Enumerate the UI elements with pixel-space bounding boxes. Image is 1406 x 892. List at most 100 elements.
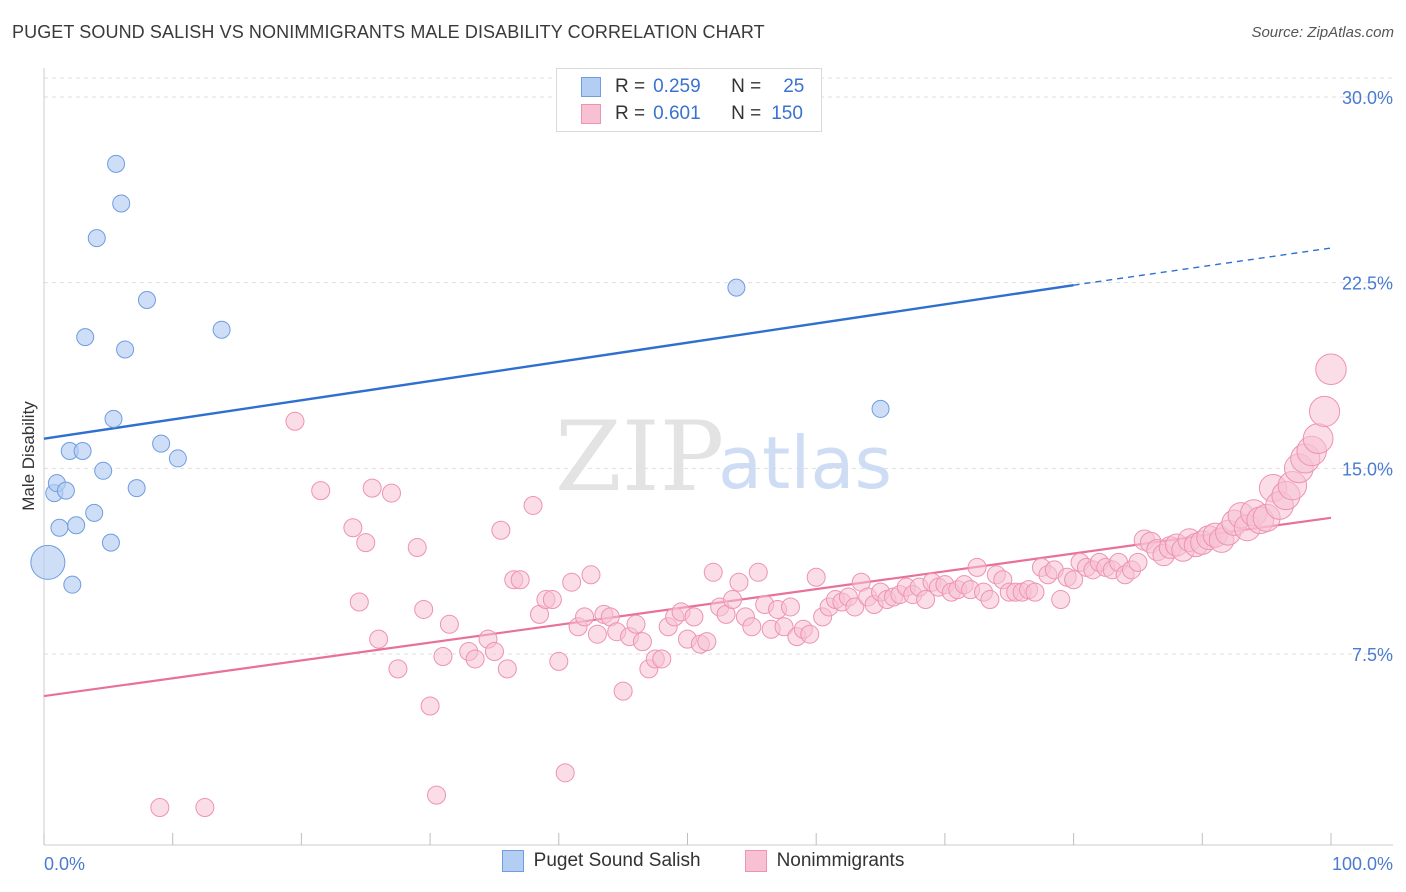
point-salish: [168, 449, 187, 468]
watermark-zip: ZIP: [555, 401, 724, 513]
point-nonimmigrants: [748, 562, 768, 582]
point-nonimmigrants: [427, 785, 447, 805]
point-nonimmigrants: [806, 567, 826, 587]
trend-line-salish-extension: [1073, 247, 1332, 286]
point-nonimmigrants: [684, 607, 704, 627]
point-salish: [112, 194, 131, 213]
legend-swatch-pink: [744, 850, 767, 872]
point-nonimmigrants: [433, 646, 453, 666]
point-salish: [101, 533, 120, 552]
point-nonimmigrants: [555, 763, 575, 783]
point-nonimmigrants: [562, 572, 582, 592]
point-nonimmigrants: [1308, 395, 1341, 427]
point-nonimmigrants: [362, 478, 382, 498]
y-tick-label: 22.5%: [1342, 274, 1393, 294]
point-nonimmigrants: [632, 632, 652, 652]
point-nonimmigrants: [1315, 353, 1347, 386]
legend-n-label: N =: [731, 103, 762, 124]
legend-r-label: R =: [615, 103, 646, 124]
point-nonimmigrants: [742, 617, 762, 637]
point-salish: [67, 516, 86, 535]
point-nonimmigrants: [439, 614, 459, 634]
point-nonimmigrants: [652, 649, 672, 669]
y-tick-label: 15.0%: [1342, 459, 1393, 479]
point-nonimmigrants: [465, 649, 485, 669]
point-salish: [107, 154, 126, 173]
legend-item-salish[interactable]: Puget Sound Salish: [501, 850, 701, 872]
point-nonimmigrants: [729, 572, 749, 592]
point-nonimmigrants: [491, 520, 511, 540]
point-nonimmigrants: [510, 570, 530, 590]
legend-label-nonimmigrants: Nonimmigrants: [776, 850, 905, 871]
x-tick-label-min: 0.0%: [44, 854, 85, 874]
point-salish: [56, 481, 75, 500]
point-salish: [727, 278, 746, 297]
point-nonimmigrants: [523, 495, 543, 515]
legend-r-label: R =: [615, 76, 646, 97]
y-tick-labels: 7.5% 15.0% 22.5% 30.0%: [1342, 88, 1393, 665]
point-nonimmigrants: [349, 592, 369, 612]
legend-r-value: 0.601: [653, 103, 701, 124]
legend-swatch-blue: [501, 850, 524, 872]
point-nonimmigrants: [388, 659, 408, 679]
point-nonimmigrants: [723, 590, 743, 610]
watermark-atlas: atlas: [718, 421, 892, 505]
legend-n-label: N =: [731, 76, 762, 97]
point-nonimmigrants: [967, 557, 987, 577]
point-nonimmigrants: [575, 607, 595, 627]
point-salish: [73, 442, 92, 461]
point-nonimmigrants: [285, 411, 305, 431]
legend-n-value: 150: [771, 103, 803, 124]
stats-legend: R = 0.259 N = 25 R = 0.601 N = 150: [556, 68, 822, 132]
point-salish: [94, 461, 113, 480]
point-salish: [50, 518, 69, 537]
point-nonimmigrants: [980, 590, 1000, 610]
point-salish: [76, 328, 95, 347]
point-nonimmigrants: [343, 518, 363, 538]
point-nonimmigrants: [587, 624, 607, 644]
point-nonimmigrants: [381, 483, 401, 503]
legend-swatch-blue: [581, 77, 601, 97]
axes: [43, 68, 1393, 846]
point-salish: [85, 503, 104, 522]
point-nonimmigrants: [195, 797, 215, 817]
point-salish: [116, 340, 135, 359]
trend-line-salish: [43, 283, 1074, 440]
point-salish: [63, 575, 82, 594]
point-nonimmigrants: [356, 533, 376, 553]
point-nonimmigrants: [780, 597, 800, 617]
legend-item-nonimmigrants[interactable]: Nonimmigrants: [744, 850, 905, 872]
point-nonimmigrants: [1128, 552, 1148, 572]
point-salish: [137, 290, 156, 309]
point-nonimmigrants: [697, 632, 717, 652]
point-salish: [87, 229, 106, 248]
watermark: ZIP atlas: [555, 401, 892, 513]
point-nonimmigrants: [150, 797, 170, 817]
point-nonimmigrants: [703, 562, 723, 582]
series-legend: Puget Sound Salish Nonimmigrants: [0, 850, 1406, 872]
point-nonimmigrants: [1051, 590, 1071, 610]
data-points: [30, 154, 1347, 817]
x-tick-label-max: 100.0%: [1332, 854, 1393, 874]
point-nonimmigrants: [407, 538, 427, 558]
point-nonimmigrants: [626, 614, 646, 634]
point-nonimmigrants: [549, 651, 569, 671]
point-nonimmigrants: [542, 590, 562, 610]
source-credit: Source: ZipAtlas.com: [1251, 24, 1394, 41]
y-tick-label: 30.0%: [1342, 88, 1393, 108]
point-nonimmigrants: [484, 642, 504, 662]
legend-n-value: 25: [783, 76, 805, 97]
legend-row-nonimmigrants: R = 0.601 N = 150: [581, 101, 803, 127]
point-salish: [212, 320, 231, 339]
y-tick-label: 7.5%: [1352, 645, 1393, 665]
point-salish: [104, 409, 123, 428]
point-salish: [30, 544, 66, 580]
point-nonimmigrants: [1302, 423, 1334, 455]
chart-title: PUGET SOUND SALISH VS NONIMMIGRANTS MALE…: [12, 22, 765, 42]
point-nonimmigrants: [497, 659, 517, 679]
y-axis-label: Male Disability: [19, 401, 38, 511]
legend-label-salish: Puget Sound Salish: [533, 850, 701, 871]
legend-row-salish: R = 0.259 N = 25: [581, 74, 804, 100]
legend-r-value: 0.259: [653, 76, 701, 97]
